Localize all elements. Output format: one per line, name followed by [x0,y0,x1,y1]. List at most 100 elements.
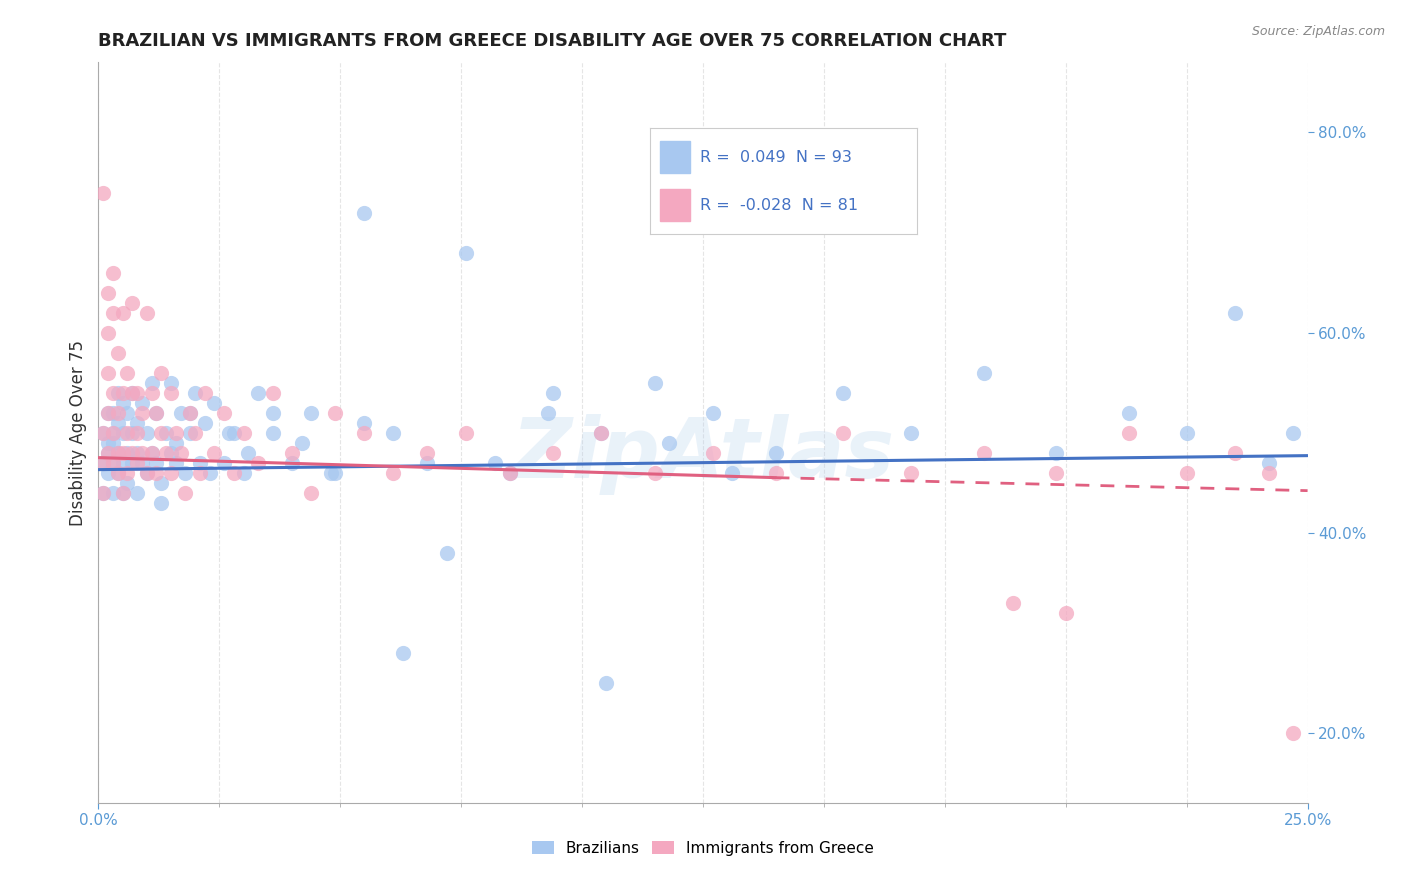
Point [97,406,120,420]
Point [117,475,139,490]
Point [212,456,235,470]
Point [91,186,114,200]
Point [498,466,520,480]
Point [1282,425,1305,440]
Point [262,425,284,440]
Point [150,366,173,380]
Point [900,425,922,440]
Point [131,395,153,409]
Point [247,456,270,470]
Point [107,445,129,459]
Point [127,425,149,440]
Point [325,406,347,420]
Point [702,406,724,420]
Point [765,445,787,459]
Point [121,385,143,400]
Point [1282,725,1305,739]
Legend: Brazilians, Immigrants from Greece: Brazilians, Immigrants from Greece [526,835,880,862]
Point [1257,456,1279,470]
Point [111,456,134,470]
Point [541,445,564,459]
Point [325,466,347,480]
Bar [661,189,690,221]
Text: Source: ZipAtlas.com: Source: ZipAtlas.com [1251,25,1385,38]
Point [353,205,375,219]
Point [169,445,191,459]
Point [107,466,129,480]
Point [107,345,129,359]
Point [107,416,129,430]
Point [1054,606,1077,620]
Point [97,366,120,380]
Point [135,466,157,480]
Point [107,466,129,480]
Y-axis label: Disability Age Over 75: Disability Age Over 75 [69,340,87,525]
Point [107,385,129,400]
Point [150,496,173,510]
Point [290,435,312,450]
Point [1001,596,1024,610]
Point [179,406,201,420]
Point [111,305,134,319]
Point [416,445,439,459]
Point [131,406,153,420]
Point [145,456,167,470]
Point [141,445,163,459]
Point [436,546,458,560]
Point [184,385,207,400]
Point [702,445,724,459]
Point [135,305,157,319]
Point [973,445,995,459]
Point [121,425,143,440]
Point [353,425,375,440]
Point [117,366,139,380]
Point [121,456,143,470]
Point [131,445,153,459]
Text: BRAZILIAN VS IMMIGRANTS FROM GREECE DISABILITY AGE OVER 75 CORRELATION CHART: BRAZILIAN VS IMMIGRANTS FROM GREECE DISA… [98,32,1007,50]
Point [247,385,270,400]
Text: R =  -0.028  N = 81: R = -0.028 N = 81 [700,198,859,213]
Point [165,456,187,470]
Point [141,376,163,390]
Point [97,445,120,459]
Point [232,425,254,440]
Point [101,485,124,500]
Point [121,385,143,400]
Point [188,466,211,480]
Point [765,466,787,480]
Point [174,485,197,500]
Point [97,406,120,420]
Point [194,416,217,430]
Point [658,435,681,450]
Point [91,456,114,470]
Point [111,485,134,500]
Point [1257,466,1279,480]
Point [179,406,201,420]
Point [281,456,304,470]
Point [101,305,124,319]
Point [127,485,149,500]
Point [97,466,120,480]
Point [101,406,124,420]
Point [150,475,173,490]
Point [382,425,405,440]
Point [174,466,197,480]
Point [595,675,617,690]
Point [91,485,114,500]
Point [591,425,613,440]
Point [111,395,134,409]
Point [91,485,114,500]
Point [1175,466,1198,480]
Point [484,456,506,470]
Point [101,425,124,440]
Point [644,466,666,480]
Point [832,385,855,400]
Point [117,425,139,440]
Point [179,425,201,440]
Point [454,245,477,260]
Point [101,435,124,450]
Point [721,466,744,480]
Point [299,406,322,420]
Point [141,445,163,459]
Point [107,445,129,459]
